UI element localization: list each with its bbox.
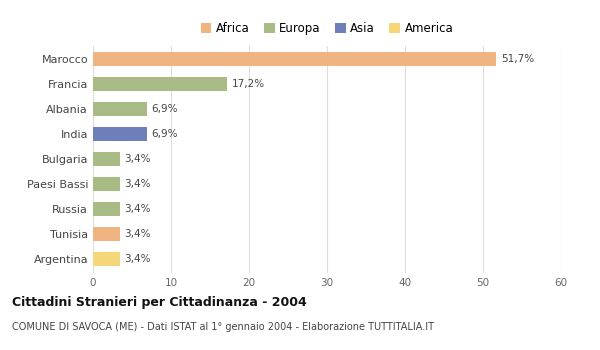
Text: 17,2%: 17,2% bbox=[232, 79, 265, 89]
Text: 3,4%: 3,4% bbox=[124, 154, 151, 164]
Text: 6,9%: 6,9% bbox=[151, 104, 178, 114]
Text: 3,4%: 3,4% bbox=[124, 204, 151, 214]
Bar bbox=[93, 177, 119, 191]
Bar bbox=[93, 52, 496, 66]
Legend: Africa, Europa, Asia, America: Africa, Europa, Asia, America bbox=[200, 22, 454, 35]
Bar bbox=[93, 102, 147, 116]
Text: 3,4%: 3,4% bbox=[124, 179, 151, 189]
Text: 51,7%: 51,7% bbox=[501, 54, 534, 64]
Bar bbox=[93, 228, 119, 241]
Text: 6,9%: 6,9% bbox=[151, 129, 178, 139]
Text: COMUNE DI SAVOCA (ME) - Dati ISTAT al 1° gennaio 2004 - Elaborazione TUTTITALIA.: COMUNE DI SAVOCA (ME) - Dati ISTAT al 1°… bbox=[12, 322, 434, 332]
Bar bbox=[93, 152, 119, 166]
Bar bbox=[93, 202, 119, 216]
Bar bbox=[93, 127, 147, 141]
Text: 3,4%: 3,4% bbox=[124, 229, 151, 239]
Text: 3,4%: 3,4% bbox=[124, 254, 151, 264]
Text: Cittadini Stranieri per Cittadinanza - 2004: Cittadini Stranieri per Cittadinanza - 2… bbox=[12, 296, 307, 309]
Bar bbox=[93, 77, 227, 91]
Bar bbox=[93, 252, 119, 266]
